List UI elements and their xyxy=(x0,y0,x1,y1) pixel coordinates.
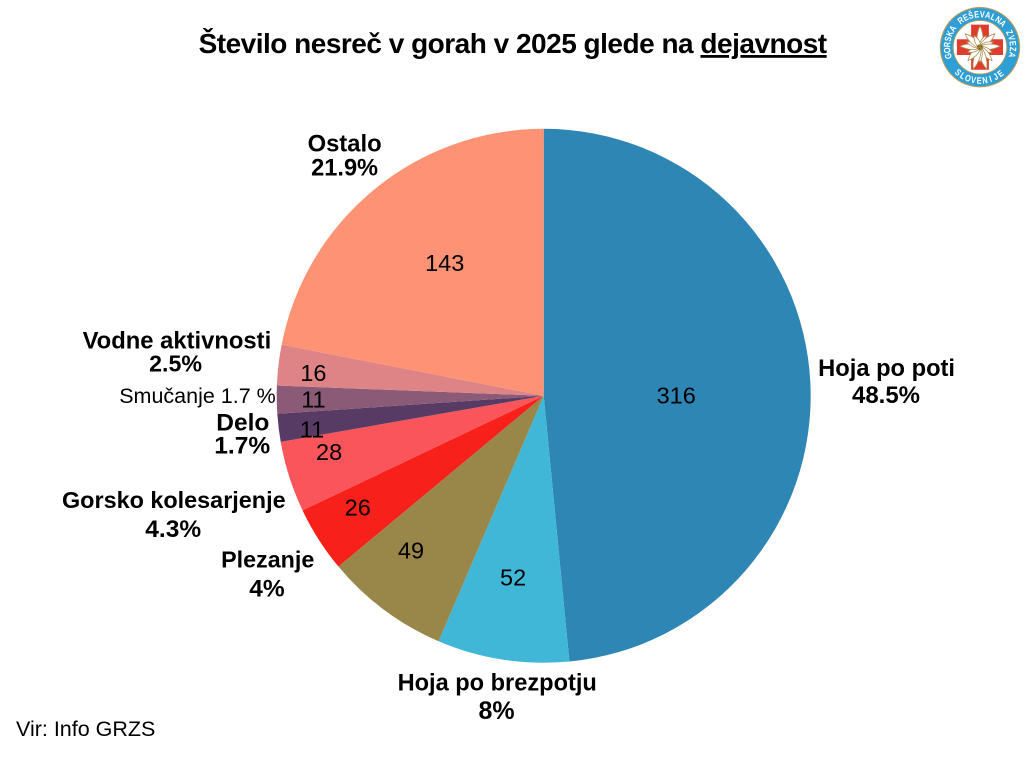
svg-text:L: L xyxy=(958,70,968,82)
svg-text:V: V xyxy=(979,8,985,19)
svg-text:E: E xyxy=(1007,40,1019,46)
svg-text:J: J xyxy=(991,70,1000,82)
svg-text:Vodne aktivnosti: Vodne aktivnosti xyxy=(83,327,272,354)
svg-text:G: G xyxy=(942,52,954,60)
svg-text:R: R xyxy=(941,42,952,48)
svg-text:Število nesreč v gorah v 2025: Število nesreč v gorah v 2025 glede na d… xyxy=(199,27,827,59)
svg-text:A: A xyxy=(997,17,1008,29)
svg-text:8%: 8% xyxy=(479,697,515,725)
svg-text:Hoja po poti: Hoja po poti xyxy=(818,356,955,382)
svg-text:E: E xyxy=(974,8,980,20)
svg-text:52: 52 xyxy=(500,565,526,591)
svg-text:11: 11 xyxy=(300,417,324,443)
svg-text:11: 11 xyxy=(301,387,325,413)
svg-text:4%: 4% xyxy=(249,576,285,603)
svg-text:Z: Z xyxy=(1007,47,1018,52)
svg-text:S: S xyxy=(942,35,954,43)
svg-text:Ostalo: Ostalo xyxy=(308,131,382,158)
svg-text:V: V xyxy=(970,74,977,86)
svg-text:N: N xyxy=(981,74,988,86)
svg-text:Gorsko kolesarjenje: Gorsko kolesarjenje xyxy=(62,487,286,513)
svg-text:E: E xyxy=(961,11,971,23)
svg-text:26: 26 xyxy=(345,495,371,521)
svg-text:143: 143 xyxy=(425,250,464,276)
svg-text:V: V xyxy=(1006,34,1018,42)
svg-text:R: R xyxy=(955,14,966,26)
svg-text:Vir: Info GRZS: Vir: Info GRZS xyxy=(16,717,155,741)
svg-text:A: A xyxy=(984,9,992,21)
svg-text:E: E xyxy=(995,67,1006,79)
svg-text:N: N xyxy=(993,14,1004,26)
svg-text:2.5%: 2.5% xyxy=(149,350,202,376)
svg-text:S: S xyxy=(953,66,964,78)
svg-text:316: 316 xyxy=(657,383,696,409)
svg-text:28: 28 xyxy=(316,439,342,465)
svg-text:Š: Š xyxy=(967,8,975,21)
svg-text:O: O xyxy=(941,47,953,54)
svg-text:Smučanje 1.7 %: Smučanje 1.7 % xyxy=(119,384,276,408)
svg-text:48.5%: 48.5% xyxy=(852,382,920,409)
svg-text:O: O xyxy=(963,72,973,85)
svg-text:L: L xyxy=(989,11,998,23)
svg-text:16: 16 xyxy=(300,360,326,386)
svg-text:A: A xyxy=(1006,51,1018,59)
svg-text:1.7%: 1.7% xyxy=(214,432,270,459)
svg-text:Plezanje: Plezanje xyxy=(221,546,314,572)
svg-text:I: I xyxy=(988,73,993,84)
svg-text:E: E xyxy=(977,75,983,86)
svg-text:Hoja po brezpotju: Hoja po brezpotju xyxy=(398,670,597,696)
svg-text:K: K xyxy=(944,29,956,38)
svg-text:Delo: Delo xyxy=(216,409,269,436)
svg-text:4.3%: 4.3% xyxy=(145,516,201,543)
svg-text:49: 49 xyxy=(398,538,424,564)
svg-text:A: A xyxy=(946,23,958,34)
svg-text:Z: Z xyxy=(1004,28,1016,37)
svg-text:21.9%: 21.9% xyxy=(311,156,378,182)
